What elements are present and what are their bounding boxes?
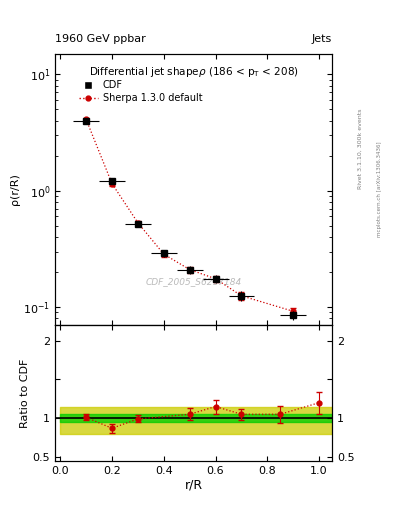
Text: 1960 GeV ppbar: 1960 GeV ppbar (55, 33, 146, 44)
X-axis label: r/R: r/R (184, 478, 203, 492)
Legend: CDF, Sherpa 1.3.0 default: CDF, Sherpa 1.3.0 default (79, 80, 202, 103)
Text: Rivet 3.1.10, 300k events: Rivet 3.1.10, 300k events (357, 109, 362, 189)
Text: mcplots.cern.ch [arXiv:1306.3436]: mcplots.cern.ch [arXiv:1306.3436] (376, 142, 382, 237)
Y-axis label: Ratio to CDF: Ratio to CDF (20, 358, 30, 428)
Y-axis label: ρ(r/R): ρ(r/R) (10, 174, 20, 205)
Text: CDF_2005_S6217184: CDF_2005_S6217184 (145, 277, 242, 286)
Text: Differential jet shape$\rho$ (186 < $\mathregular{p_T}$ < 208): Differential jet shape$\rho$ (186 < $\ma… (89, 65, 298, 79)
Text: Jets: Jets (312, 33, 332, 44)
